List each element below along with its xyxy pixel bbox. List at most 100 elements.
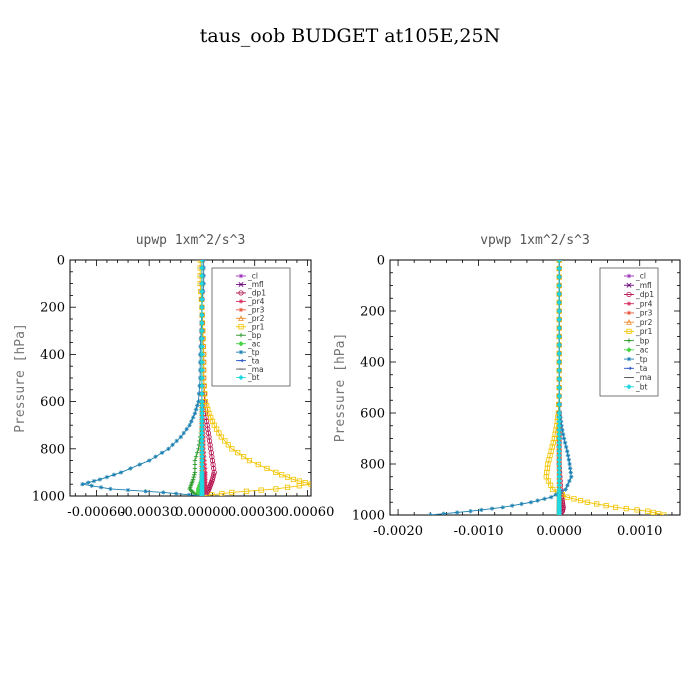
legend-marker — [626, 282, 632, 288]
data-point_tp — [111, 472, 117, 477]
data-point_tp — [196, 399, 201, 404]
data-point_tp — [196, 391, 202, 396]
data-point_pr1 — [290, 476, 297, 483]
data-point_pr1 — [564, 494, 570, 500]
data-point_tp — [189, 419, 194, 424]
legend-entry: _mfl — [247, 280, 264, 289]
data-point_pr1 — [240, 454, 247, 460]
legend-marker — [626, 273, 632, 279]
data-point_bt — [556, 342, 562, 348]
data-point_tp — [567, 466, 573, 471]
legend-entry: _pr4 — [247, 297, 265, 306]
data-point_tp — [85, 480, 91, 485]
data-point_pr1 — [229, 446, 235, 452]
data-point_bt — [556, 299, 562, 306]
data-point_tp — [193, 407, 199, 412]
legend-entry: _bp — [635, 336, 650, 345]
legend-entry: _mfl — [635, 281, 652, 290]
x-tick-label: -0.0020 — [373, 524, 423, 539]
data-point_pr4 — [202, 466, 208, 471]
data-point_tp — [166, 446, 171, 451]
data-point_tp — [535, 498, 540, 503]
data-point_bt — [199, 343, 205, 350]
legend-marker — [626, 301, 632, 306]
data-point_tp — [173, 491, 179, 496]
y-axis-label: Pressure [hPa] — [333, 333, 348, 443]
data-point_dp1 — [211, 465, 217, 472]
legend-marker — [238, 349, 244, 355]
data-point_pr1 — [603, 503, 609, 509]
legend-entry: _dp1 — [635, 290, 654, 299]
data-point_bt — [556, 376, 562, 382]
data-point_bp — [192, 466, 198, 471]
data-point_bt — [199, 493, 205, 496]
y-tick-label: 600 — [360, 407, 385, 422]
legend-marker — [238, 273, 244, 279]
legend-entry: _cl — [247, 272, 258, 281]
data-point_pr1 — [273, 486, 279, 492]
data-point_dp1 — [205, 426, 211, 432]
data-point_tp — [565, 483, 570, 488]
data-point_pr1 — [273, 469, 279, 476]
legend-marker — [238, 307, 244, 313]
data-point_bt — [199, 351, 205, 358]
data-point_dp1 — [209, 457, 216, 464]
legend-marker — [626, 291, 632, 298]
data-point_bt — [556, 384, 562, 391]
data-point_pr1 — [571, 496, 577, 502]
legend-box — [599, 267, 659, 397]
data-point_bp — [192, 470, 198, 475]
data-point_pr1 — [235, 450, 241, 456]
data-point_tp — [561, 436, 567, 441]
data-point_pr1 — [209, 418, 216, 424]
data-point_bt — [556, 350, 562, 357]
legend-marker — [626, 356, 632, 362]
x-tick-label: -0.00030 — [120, 505, 178, 520]
x-tick-label: -0.0010 — [454, 524, 504, 539]
data-point_dp1 — [210, 461, 216, 468]
legend-marker — [238, 374, 244, 381]
legend-entry: _pr1 — [635, 327, 653, 336]
data-point_tp — [563, 444, 569, 450]
data-point_pr1 — [296, 483, 302, 489]
legend-marker — [626, 319, 632, 325]
legend-marker — [238, 299, 244, 304]
data-point_tp — [174, 438, 179, 444]
data-point_bt — [556, 393, 562, 399]
legend-entry: _bp — [247, 331, 262, 340]
data-point_bp — [193, 454, 199, 459]
legend-entry: _pr3 — [247, 306, 265, 315]
panel-title: vpwp 1xm^2/s^3 — [480, 233, 590, 248]
y-tick-label: 200 — [40, 301, 65, 316]
data-point_tp — [528, 500, 534, 505]
x-tick-label: 0.0000 — [536, 524, 582, 539]
data-point_pr1 — [623, 506, 629, 512]
data-point_bt — [199, 304, 205, 310]
y-tick-label: 400 — [360, 356, 385, 371]
legend-marker — [238, 290, 244, 296]
data-point_tp — [161, 490, 166, 495]
data-point_bt — [199, 328, 205, 334]
x-tick-label: 0.0010 — [617, 524, 663, 539]
legend-marker — [238, 281, 244, 287]
y-tick-label: 600 — [40, 395, 65, 410]
legend-marker — [238, 341, 244, 347]
legend-entry: _pr2 — [635, 318, 653, 327]
data-point_bp — [192, 472, 197, 477]
data-point_pr1 — [655, 511, 662, 515]
legend-entry: _ta — [247, 356, 259, 365]
data-point_bt — [199, 336, 205, 342]
legend: _cl_mfl_dp1_pr4_pr3_pr2_pr1_bp_ac_tp_ta_… — [599, 267, 659, 397]
data-point_bt — [556, 282, 562, 289]
data-point_tp — [553, 492, 559, 497]
data-point_tp — [97, 477, 103, 482]
data-point_pr1 — [229, 489, 235, 496]
legend-entry: _pr3 — [635, 309, 653, 318]
y-tick-label: 0 — [377, 254, 385, 269]
data-point_bp — [192, 462, 198, 467]
legend-marker — [238, 358, 244, 363]
data-point_pr1 — [209, 492, 215, 496]
data-point_pr1 — [206, 410, 212, 417]
